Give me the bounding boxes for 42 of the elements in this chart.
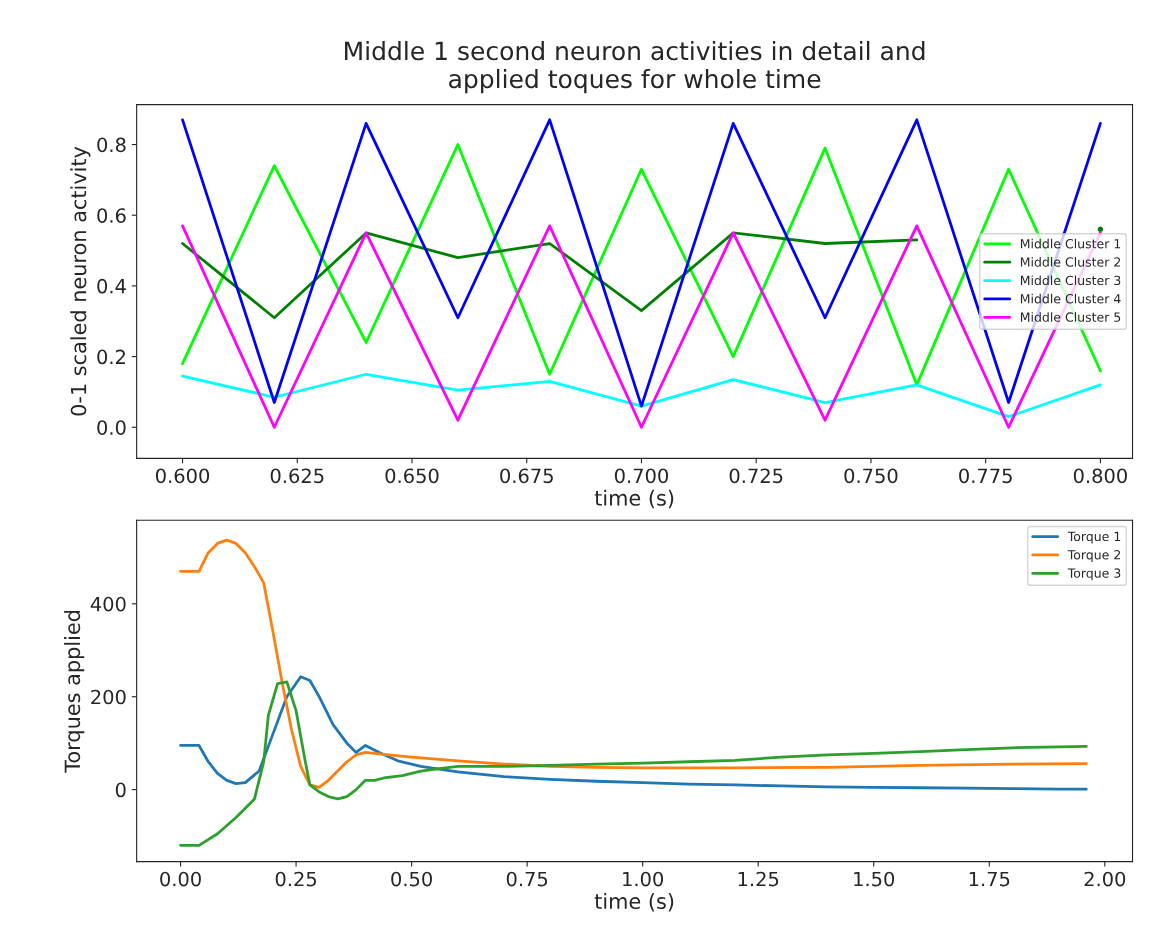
y-axis-title: 0-1 scaled neuron activity: [70, 146, 91, 416]
legend-label: Torque 2: [1067, 550, 1121, 562]
x-tick-label: 0.775: [959, 468, 1012, 484]
y-tick-label: 400: [90, 596, 126, 612]
y-tick-label: 0.0: [97, 420, 126, 435]
x-tick-label: 0.650: [385, 468, 439, 484]
x-axis-title: time (s): [594, 892, 674, 912]
y-tick-label: 0: [115, 782, 126, 798]
legend-label: Torque 3: [1067, 568, 1121, 581]
y-tick-label: 0.8: [97, 137, 126, 153]
line-series: [181, 372, 1102, 419]
x-tick-label: 0.00: [160, 871, 201, 887]
y-tick-label: 200: [91, 689, 126, 705]
x-tick-label: 1.75: [969, 871, 1010, 887]
x-tick-label: 0.750: [844, 468, 898, 484]
legend-label: Torque 1: [1067, 531, 1121, 544]
x-tick-label: 1.00: [623, 871, 664, 887]
x-axis-title: time (s): [594, 489, 674, 509]
y-tick-label: 0.2: [97, 349, 125, 365]
legend-label: Middle Cluster 1: [1020, 238, 1121, 249]
y-tick-label: 0.6: [97, 208, 126, 223]
legend-label: Middle Cluster 4: [1020, 293, 1121, 304]
x-tick-label: 0.50: [391, 871, 432, 887]
x-tick-label: 2.00: [1084, 871, 1126, 887]
x-tick-label: 0.75: [506, 871, 548, 887]
chart-title: Middle 1 second neuron activities in detail and applied toques for whole time: [345, 40, 925, 94]
x-tick-label: 1.50: [854, 871, 895, 887]
x-tick-label: 0.800: [1073, 468, 1127, 484]
line-series: [179, 675, 1088, 791]
legend-label: Middle Cluster 3: [1020, 275, 1121, 286]
line-series: [179, 680, 1088, 847]
x-tick-label: 0.700: [614, 468, 669, 484]
y-axis-title: Torques applied: [64, 610, 85, 773]
x-tick-label: 0.25: [275, 871, 317, 887]
x-tick-label: 0.725: [729, 468, 783, 484]
x-tick-label: 0.675: [500, 468, 553, 484]
x-tick-label: 1.25: [738, 871, 779, 887]
y-tick-label: 0.4: [97, 278, 126, 294]
x-tick-label: 0.600: [155, 468, 210, 484]
x-tick-label: 0.625: [270, 468, 324, 484]
legend-label: Middle Cluster 2: [1020, 257, 1121, 267]
legend-label: Middle Cluster 5: [1020, 312, 1121, 322]
